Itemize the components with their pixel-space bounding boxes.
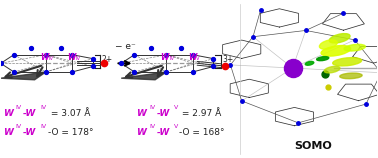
Ellipse shape <box>340 73 362 79</box>
Text: IV: IV <box>15 124 22 129</box>
Ellipse shape <box>324 66 340 73</box>
Text: V: V <box>196 55 200 61</box>
Text: W: W <box>136 128 146 137</box>
Text: 3+: 3+ <box>222 55 233 64</box>
Text: W: W <box>3 128 12 137</box>
Text: W: W <box>40 53 48 62</box>
Text: IV: IV <box>49 55 54 61</box>
Text: W: W <box>136 109 146 118</box>
Text: − e⁻: − e⁻ <box>115 42 135 51</box>
Text: IV: IV <box>149 105 155 110</box>
Text: W: W <box>188 53 196 62</box>
Text: -O = 178°: -O = 178° <box>48 128 93 137</box>
Text: W: W <box>160 53 169 62</box>
Text: -W: -W <box>23 109 36 118</box>
Text: IV: IV <box>149 124 155 129</box>
Text: = 3.07 Å: = 3.07 Å <box>48 109 90 118</box>
Text: V: V <box>174 105 178 110</box>
Text: = 2.97 Å: = 2.97 Å <box>179 109 222 118</box>
Text: -W: -W <box>157 109 170 118</box>
Text: -W: -W <box>157 128 170 137</box>
Text: W: W <box>3 109 12 118</box>
Text: -W: -W <box>23 128 36 137</box>
Text: SOMO: SOMO <box>294 141 332 151</box>
Text: V: V <box>174 124 178 129</box>
Polygon shape <box>121 72 166 80</box>
Text: -O = 168°: -O = 168° <box>179 128 225 137</box>
Text: IV: IV <box>169 55 175 61</box>
Text: 2+: 2+ <box>102 55 113 64</box>
Ellipse shape <box>321 46 351 56</box>
Ellipse shape <box>329 34 350 43</box>
Ellipse shape <box>305 61 314 65</box>
Text: IV: IV <box>40 124 46 129</box>
Text: IV: IV <box>75 55 81 61</box>
Text: IV: IV <box>40 105 46 110</box>
Ellipse shape <box>319 40 337 49</box>
Ellipse shape <box>344 44 366 51</box>
Ellipse shape <box>317 57 329 61</box>
Ellipse shape <box>333 58 362 66</box>
Polygon shape <box>1 72 46 80</box>
Text: IV: IV <box>15 105 22 110</box>
Text: W: W <box>67 53 76 62</box>
